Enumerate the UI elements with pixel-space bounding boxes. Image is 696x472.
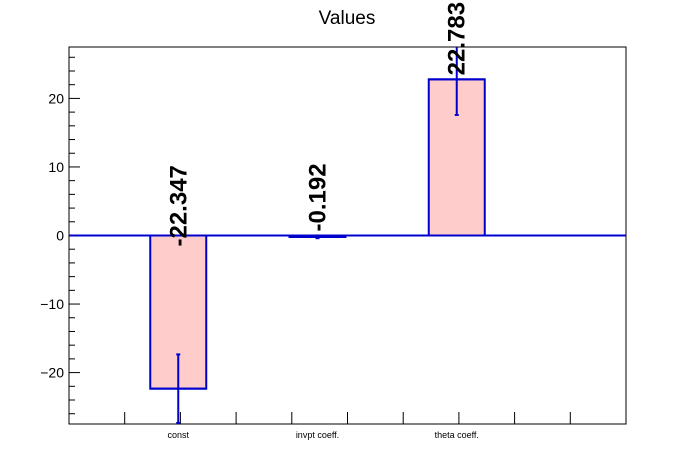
y-axis: −20 −10 0 10 20 [40, 56, 80, 415]
x-tick-label: const [167, 430, 189, 440]
data-label: -22.347 [165, 165, 192, 246]
y-tick-label: 0 [56, 228, 64, 244]
data-label: 22.783 [444, 2, 471, 75]
y-tick-label: −20 [40, 365, 64, 381]
chart-title: Values [319, 8, 376, 29]
data-label: -0.192 [305, 163, 332, 231]
y-tick-label: −10 [40, 296, 64, 312]
bars [149, 78, 486, 390]
data-labels: -22.347 -0.192 22.783 [165, 2, 471, 247]
x-tick-label: theta coeff. [435, 430, 479, 440]
y-tick-label: 20 [48, 90, 64, 106]
y-tick-label: 10 [48, 159, 64, 175]
x-tick-label: invpt coeff. [296, 430, 339, 440]
x-axis: const invpt coeff. theta coeff. [124, 412, 571, 440]
error-bars [150, 47, 485, 424]
